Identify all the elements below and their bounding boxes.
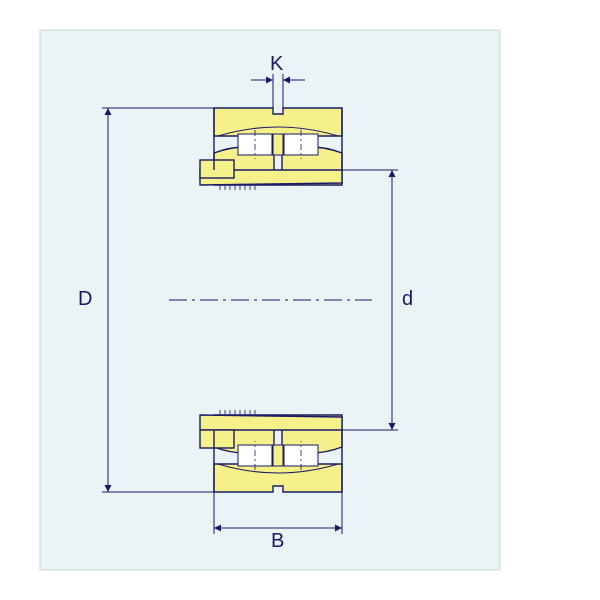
- diagram-canvas: D d B K: [0, 0, 600, 600]
- label-D: D: [78, 288, 92, 311]
- label-B: B: [271, 530, 284, 553]
- label-d: d: [402, 288, 413, 311]
- label-K: K: [270, 53, 283, 76]
